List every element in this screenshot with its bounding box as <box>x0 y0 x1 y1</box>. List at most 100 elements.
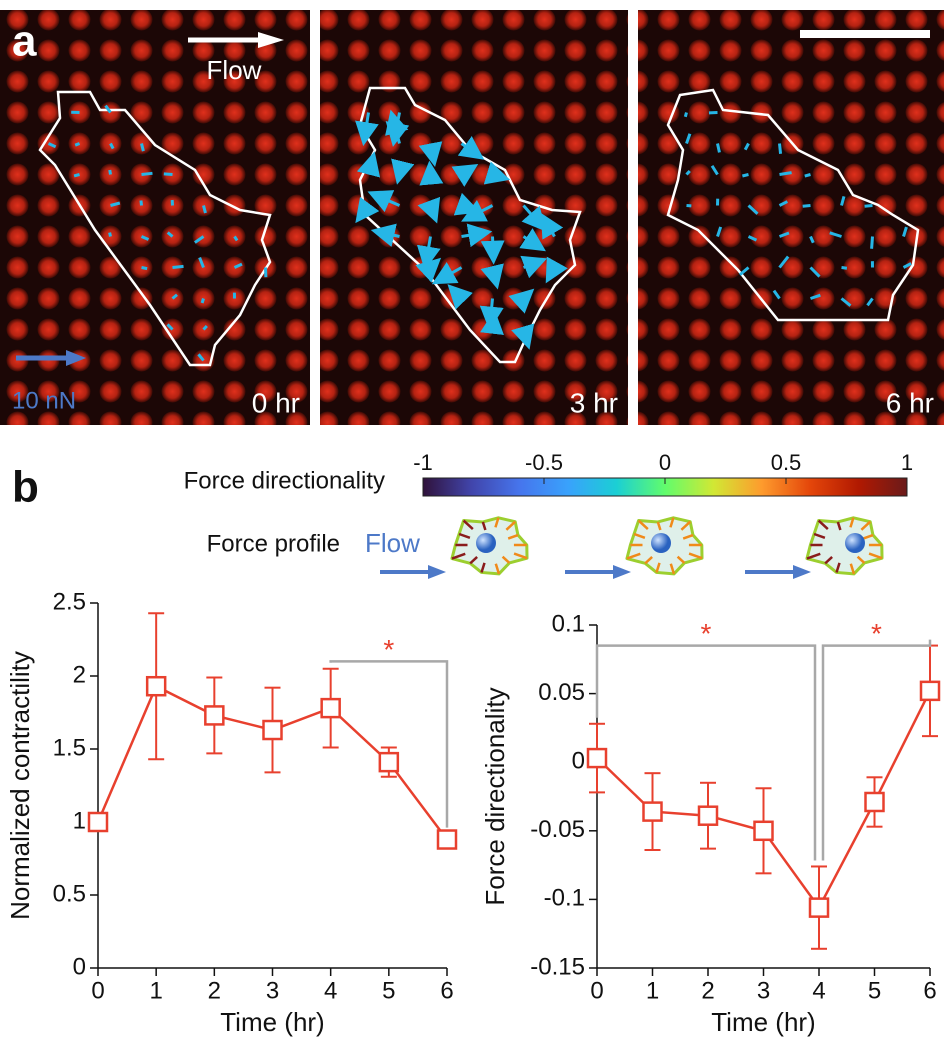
x-axis-label: Time (hr) <box>220 1007 324 1037</box>
time-label: 0 hr <box>252 387 300 418</box>
traction-arrow <box>164 174 173 175</box>
y-tick-label: 1 <box>73 807 86 834</box>
marker <box>644 803 662 821</box>
colorbar-label: Force directionality <box>184 467 385 494</box>
marker <box>322 699 340 717</box>
flow-arrowhead <box>793 565 811 579</box>
y-axis-label: Force directionality <box>480 687 510 905</box>
traction-arrow <box>430 167 431 175</box>
x-tick-label: 0 <box>590 977 603 1004</box>
traction-arrow <box>74 175 79 176</box>
x-tick-label: 6 <box>440 977 453 1004</box>
y-tick-label: -0.1 <box>544 885 585 912</box>
image <box>0 10 310 425</box>
time-label: 6 hr <box>886 387 934 418</box>
x-tick-label: 2 <box>208 977 221 1004</box>
traction-arrow <box>141 200 142 205</box>
x-tick-label: 3 <box>266 977 279 1004</box>
colorbar-tick-label: 1 <box>901 450 913 475</box>
marker <box>699 807 717 825</box>
traction-arrow <box>718 144 720 153</box>
colorbar-tick-label: 0.5 <box>771 450 802 475</box>
traction-arrow <box>805 175 811 177</box>
nucleus <box>845 533 865 553</box>
x-tick-label: 3 <box>757 977 770 1004</box>
x-axis-label: Time (hr) <box>711 1007 815 1037</box>
force-profile-icons <box>380 518 882 579</box>
flow-label: Flow <box>207 55 262 85</box>
traction-arrow <box>142 144 144 152</box>
marker <box>810 899 828 917</box>
time-label: 3 hr <box>570 387 618 418</box>
y-tick-label: 0.05 <box>538 679 585 706</box>
traction-arrow <box>493 237 494 259</box>
significance-star: * <box>383 634 394 665</box>
x-tick-label: 1 <box>149 977 162 1004</box>
traction-arrow <box>803 206 811 207</box>
x-tick-label: 5 <box>868 977 881 1004</box>
significance-star: * <box>701 618 712 649</box>
colorbar-tick-label: -0.5 <box>525 450 563 475</box>
panel-label: a <box>12 17 37 66</box>
panel-label: b <box>12 463 39 512</box>
traction-arrow <box>780 173 792 175</box>
marker <box>205 706 223 724</box>
marker <box>755 822 773 840</box>
colorbar-tick-label: 0 <box>659 450 671 475</box>
traction-arrow <box>493 316 495 330</box>
x-tick-label: 4 <box>324 977 337 1004</box>
traction-arrow <box>110 170 111 175</box>
traction-arrow <box>202 299 203 303</box>
traction-arrow <box>75 144 79 146</box>
traction-arrow <box>742 175 748 177</box>
marker <box>380 753 398 771</box>
marker <box>89 813 107 831</box>
x-tick-label: 5 <box>382 977 395 1004</box>
significance-bracket <box>597 646 815 861</box>
nucleus <box>476 533 496 553</box>
marker <box>866 793 884 811</box>
traction-arrow <box>142 268 148 269</box>
y-tick-label: 0 <box>73 953 86 980</box>
traction-arrow <box>865 206 873 207</box>
traction-arrow <box>173 266 184 267</box>
traction-arrow <box>780 144 781 154</box>
y-axis-label: Normalized contractility <box>5 651 35 920</box>
colorbar-tick-label: -1 <box>413 450 433 475</box>
y-tick-label: -0.15 <box>530 953 585 980</box>
scale-bar <box>800 30 930 38</box>
traction-arrow <box>142 173 153 174</box>
x-tick-label: 4 <box>812 977 825 1004</box>
traction-arrow <box>685 113 686 117</box>
y-tick-label: 0.1 <box>552 610 585 637</box>
y-tick-label: 0.5 <box>53 880 86 907</box>
traction-arrow <box>398 175 399 179</box>
nucleus <box>651 533 671 553</box>
significance-star: * <box>871 618 882 649</box>
marker <box>588 749 606 767</box>
traction-arrow <box>842 268 847 269</box>
marker <box>147 677 165 695</box>
traction-arrow <box>204 206 206 213</box>
y-tick-label: 2 <box>73 661 86 688</box>
traction-arrow <box>872 237 873 249</box>
y-tick-label: -0.05 <box>530 816 585 843</box>
marker <box>921 682 939 700</box>
marker <box>264 721 282 739</box>
flow-label: Flow <box>365 528 420 558</box>
significance-bracket <box>331 661 447 827</box>
marker <box>438 831 456 849</box>
y-tick-label: 1.5 <box>53 734 86 761</box>
x-tick-label: 2 <box>701 977 714 1004</box>
flow-arrowhead <box>428 565 446 579</box>
y-tick-label: 2.5 <box>53 588 86 615</box>
flow-arrowhead <box>613 565 631 579</box>
x-tick-label: 1 <box>646 977 659 1004</box>
x-tick-label: 0 <box>91 977 104 1004</box>
traction-arrow <box>110 233 111 237</box>
microscopy-panels <box>0 10 944 425</box>
profile-label: Force profile <box>207 530 340 557</box>
y-tick-label: 0 <box>572 748 585 775</box>
x-tick-label: 6 <box>923 977 936 1004</box>
